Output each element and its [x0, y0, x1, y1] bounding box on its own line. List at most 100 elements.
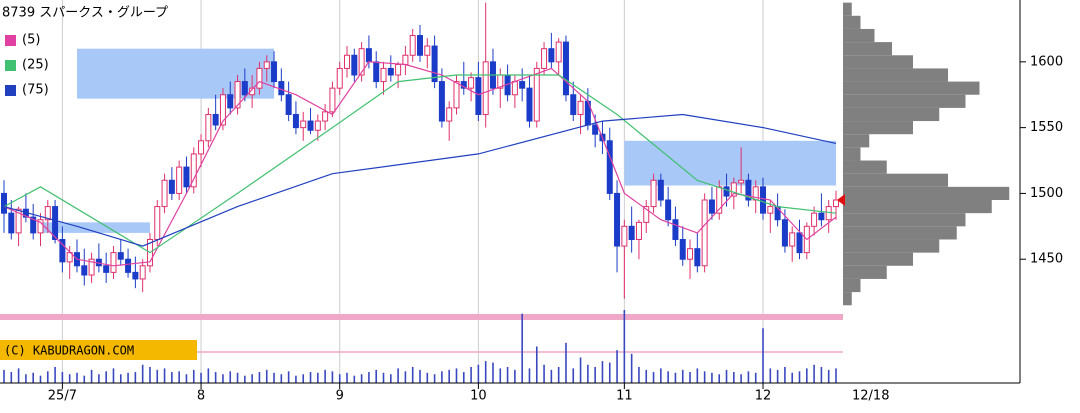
volume-bar — [565, 342, 567, 383]
candle-body — [88, 258, 95, 276]
x-tick-label: 9 — [336, 389, 344, 404]
y-tick-label: 1450 — [1030, 252, 1063, 267]
candle-body — [811, 212, 818, 227]
volume-bar — [667, 371, 669, 383]
volume-bar — [280, 374, 283, 383]
volume-bar — [557, 366, 560, 383]
candle-body — [285, 94, 292, 115]
candle-body — [219, 94, 226, 126]
candle-body — [227, 94, 234, 109]
profile-bar — [843, 107, 940, 122]
moving-averages — [3, 61, 837, 267]
candle-body — [81, 265, 88, 276]
volume-bar — [813, 364, 815, 383]
volume-bar — [119, 374, 122, 383]
profile-bar — [843, 68, 948, 82]
candle-body — [730, 182, 737, 197]
candle-body — [198, 140, 205, 155]
volume-bar — [630, 353, 633, 383]
volume-bar — [754, 372, 757, 383]
volume-bar — [375, 369, 378, 383]
candle-body — [672, 219, 679, 240]
candle-body — [15, 208, 22, 234]
legend-label: (5) — [22, 33, 40, 48]
candle-body — [738, 179, 745, 184]
volume-bar — [317, 372, 319, 383]
volume-band — [0, 314, 843, 320]
candle-body — [344, 54, 351, 69]
volume-bar — [76, 372, 78, 383]
candle-body — [526, 87, 533, 122]
candle-body — [694, 248, 701, 267]
candle-body — [482, 61, 489, 115]
x-tick-label: 12 — [755, 389, 772, 404]
volume-bar — [550, 369, 553, 383]
volume-bar — [338, 374, 341, 383]
volume-bar — [718, 374, 721, 383]
candle-body — [161, 179, 168, 208]
candle-body — [562, 41, 569, 96]
x-tick-label: 11 — [616, 389, 633, 404]
candle-body — [190, 153, 197, 188]
volume-bar — [244, 375, 246, 383]
volume-bar — [214, 372, 217, 383]
candle-body — [117, 252, 124, 260]
profile-bar — [843, 134, 870, 148]
volume-bar — [346, 372, 348, 383]
volume-bar — [681, 369, 684, 383]
candle-body — [241, 81, 248, 96]
candle-body — [708, 199, 715, 214]
candle-body — [336, 67, 343, 89]
volume-bar — [419, 369, 421, 383]
candle-body — [475, 77, 482, 115]
volume-bar — [579, 357, 582, 383]
candle-body — [387, 67, 394, 76]
legend-swatch — [5, 60, 16, 71]
volume-bar — [711, 372, 713, 383]
volume-bar — [594, 366, 596, 383]
candle-body — [533, 67, 540, 122]
candle-body — [183, 166, 190, 188]
volume-bar — [178, 371, 180, 383]
profile-bar — [843, 213, 966, 227]
candle-body — [263, 61, 270, 69]
volume-bar — [689, 372, 691, 383]
candle-body — [446, 107, 453, 122]
volume-bar — [360, 374, 363, 383]
volume-bar — [229, 371, 232, 383]
axis-labels: 1450 1500 1550 1600 25/7 8 9 10 11 12 12/18 — [48, 54, 1063, 403]
ma-line — [3, 61, 837, 267]
candle-body — [789, 232, 796, 247]
y-tick-label: 1600 — [1030, 54, 1063, 69]
candle-body — [380, 67, 387, 83]
volume-bar — [696, 368, 699, 383]
volume-bar — [477, 364, 480, 383]
volume-bar — [608, 362, 611, 383]
volume-bar — [535, 346, 538, 383]
profile-bar — [843, 121, 913, 135]
volume-bar — [404, 371, 407, 383]
volume-bar — [258, 372, 261, 383]
candle-body — [511, 81, 518, 96]
volume-bar — [426, 372, 429, 383]
candle-body — [687, 248, 694, 260]
volume-bar — [127, 372, 129, 383]
volume-bar — [645, 369, 648, 383]
volume-bar — [309, 372, 312, 383]
volume-bar — [638, 366, 640, 383]
candle-body — [30, 216, 37, 234]
volume-bar — [616, 350, 618, 383]
volume-bar — [470, 366, 472, 383]
legend-label: (25) — [22, 58, 49, 73]
volume-bar — [54, 366, 56, 383]
profile-bar — [843, 81, 980, 95]
candle-body — [373, 61, 380, 83]
volume-bar — [10, 372, 13, 383]
candle-body — [256, 67, 263, 89]
volume-bar — [397, 368, 399, 383]
volume-bar — [149, 366, 151, 383]
volume-bar — [156, 369, 159, 383]
candle-body — [745, 179, 752, 201]
candle-body — [701, 199, 708, 267]
volume-bar — [32, 372, 34, 383]
